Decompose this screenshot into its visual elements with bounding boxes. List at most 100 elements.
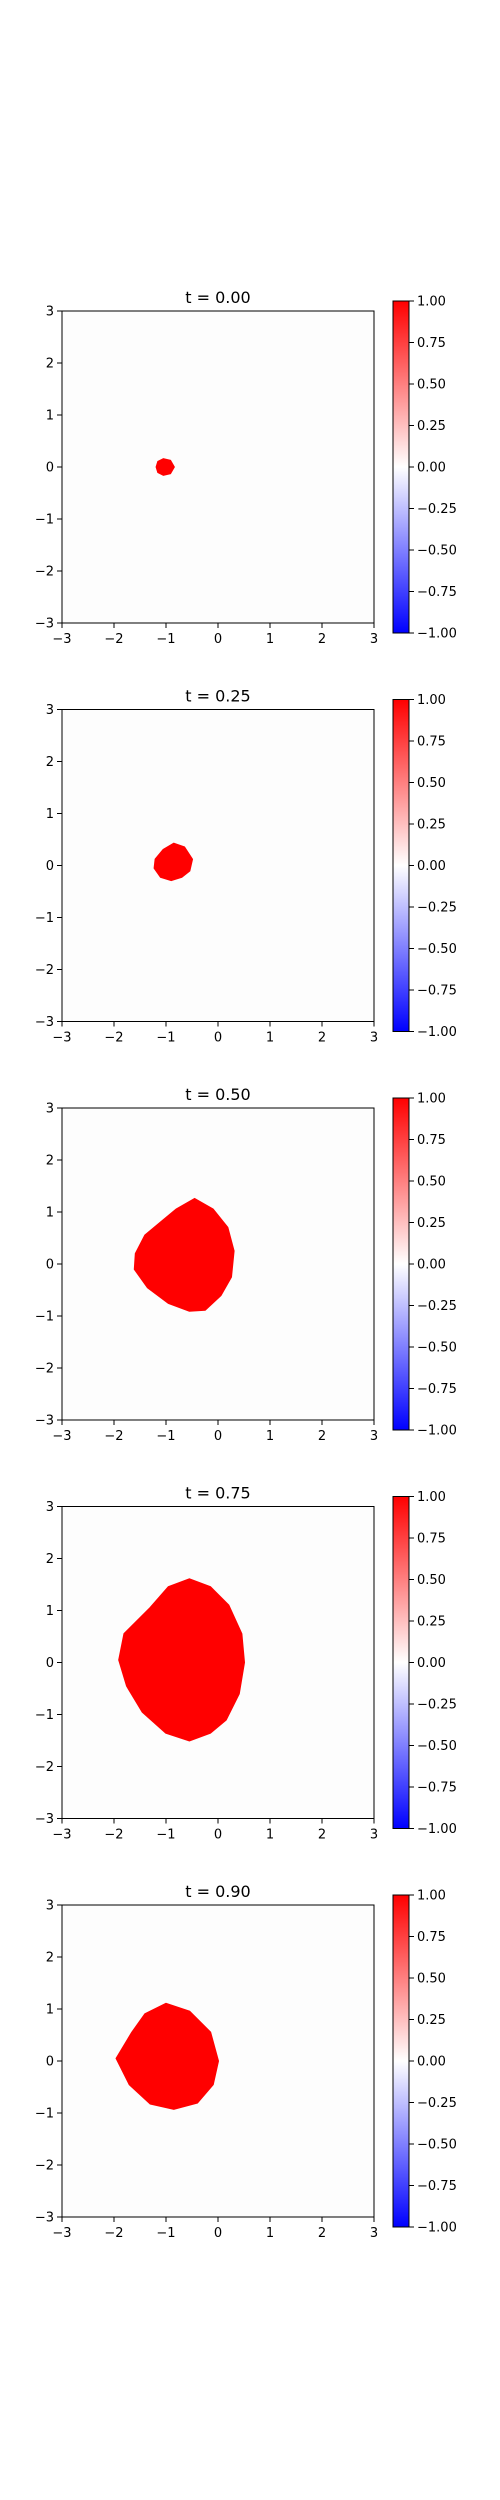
colorbar-tick-label: −0.25 — [417, 2096, 457, 2111]
colorbar-tick-label: −0.25 — [417, 1698, 457, 1713]
colorbar-tick-label: 0.75 — [417, 1133, 446, 1148]
colorbar-tick-label: −1.00 — [417, 1025, 457, 1040]
x-tick-label: 1 — [266, 1828, 274, 1843]
subplot-title: t = 0.90 — [185, 1882, 250, 1901]
colorbar-tick-label: −0.50 — [417, 1341, 457, 1356]
heatmap-background — [62, 311, 374, 623]
heatmap-region — [118, 1578, 246, 1742]
y-tick-label: 1 — [46, 807, 54, 822]
subplot-4: t = 0.90 −3 −2 −1 0 1 2 3 −3 −2 −1 0 1 2 3 1.00 0.75 0.50… — [35, 1882, 457, 2241]
y-tick-label: −1 — [35, 513, 54, 528]
subplot-title: t = 0.00 — [185, 288, 250, 307]
y-tick-label: −2 — [35, 2159, 54, 2174]
colorbar — [392, 1097, 410, 1431]
colorbar — [392, 1894, 410, 2228]
colorbar-tick-label: 0.50 — [417, 776, 446, 791]
colorbar-tick-label: 0.50 — [417, 378, 446, 393]
colorbar-tick-label: −1.00 — [417, 2221, 457, 2236]
y-tick-label: 3 — [46, 1500, 54, 1515]
subplot-title: t = 0.50 — [185, 1085, 250, 1104]
colorbar-tick-label: 1.00 — [417, 1092, 446, 1107]
subplot-title: t = 0.25 — [185, 687, 250, 706]
colorbar-tick-label: 0.75 — [417, 336, 446, 351]
y-tick-label: −1 — [35, 2107, 54, 2122]
y-tick-label: −3 — [35, 2211, 54, 2226]
x-tick-label: 1 — [266, 1429, 274, 1444]
x-tick-label: −3 — [52, 632, 71, 647]
colorbar-tick-label: 0.50 — [417, 1972, 446, 1987]
x-tick-label: 2 — [318, 2226, 326, 2241]
colorbar-tick-label: −0.50 — [417, 942, 457, 957]
x-tick-label: −1 — [156, 632, 175, 647]
x-tick-label: 0 — [214, 1031, 222, 1046]
x-tick-label: −2 — [104, 632, 123, 647]
heatmap-region — [153, 842, 194, 882]
y-tick-label: −2 — [35, 1362, 54, 1377]
colorbar-tick-label: 0.00 — [417, 461, 446, 476]
colorbar-tick-label: 0.00 — [417, 859, 446, 874]
y-tick-label: 2 — [46, 1552, 54, 1567]
y-tick-label: 0 — [46, 461, 54, 476]
x-tick-label: 1 — [266, 632, 274, 647]
colorbar — [392, 1496, 410, 1829]
heatmap-region — [133, 1197, 235, 1312]
subplot-1: t = 0.25 −3 −2 −1 0 1 2 3 −3 −2 −1 0 1 2 3 1.00 0.75 0.50… — [35, 687, 457, 1046]
colorbar-tick-label: 0.25 — [417, 1216, 446, 1231]
y-tick-label: −1 — [35, 911, 54, 926]
colorbar-tick-label: 0.75 — [417, 735, 446, 750]
subplot-0: t = 0.00 −3 −2 −1 0 1 2 3 −3 −2 −1 0 1 2 3 1.00 0.75 0.50… — [35, 288, 457, 647]
colorbar-tick-label: 1.00 — [417, 295, 446, 310]
x-tick-label: −3 — [52, 1429, 71, 1444]
x-tick-label: −1 — [156, 2226, 175, 2241]
y-tick-label: 3 — [46, 1102, 54, 1117]
heatmap-region — [115, 2002, 220, 2110]
subplot-3: t = 0.75 −3 −2 −1 0 1 2 3 −3 −2 −1 0 1 2 3 1.00 0.75 0.50… — [35, 1484, 457, 1843]
colorbar-tick-label: −0.75 — [417, 585, 457, 600]
colorbar-tick-label: 0.75 — [417, 1532, 446, 1547]
colorbar-tick-label: 0.50 — [417, 1573, 446, 1588]
x-tick-label: 0 — [214, 1429, 222, 1444]
x-tick-label: −2 — [104, 1828, 123, 1843]
y-tick-label: 3 — [46, 703, 54, 718]
colorbar-tick-label: −0.75 — [417, 984, 457, 999]
colorbar-tick-label: 1.00 — [417, 1490, 446, 1505]
y-tick-label: 3 — [46, 305, 54, 320]
x-tick-label: 1 — [266, 1031, 274, 1046]
colorbar-tick-label: −0.75 — [417, 2179, 457, 2194]
heatmap-background — [62, 709, 374, 1022]
y-tick-label: −3 — [35, 1414, 54, 1429]
y-tick-label: 0 — [46, 1258, 54, 1273]
y-tick-label: −3 — [35, 617, 54, 632]
colorbar-tick-label: −1.00 — [417, 1424, 457, 1439]
x-tick-label: −2 — [104, 1429, 123, 1444]
x-tick-label: 3 — [370, 632, 378, 647]
x-tick-label: −3 — [52, 2226, 71, 2241]
x-tick-label: −2 — [104, 2226, 123, 2241]
colorbar-tick-label: −0.25 — [417, 901, 457, 916]
x-tick-label: −1 — [156, 1031, 175, 1046]
y-tick-label: −2 — [35, 963, 54, 978]
y-tick-label: 0 — [46, 859, 54, 874]
colorbar-tick-label: −0.50 — [417, 2138, 457, 2153]
colorbar-tick-label: 0.50 — [417, 1175, 446, 1190]
heatmap-region — [155, 458, 175, 476]
y-tick-label: 0 — [46, 1656, 54, 1671]
y-tick-label: −2 — [35, 1760, 54, 1775]
y-tick-label: 2 — [46, 357, 54, 372]
subplot-2: t = 0.50 −3 −2 −1 0 1 2 3 −3 −2 −1 0 1 2 3 1.00 0.75 0.50… — [35, 1085, 457, 1444]
subplots-container: t = 0.00 −3 −2 −1 0 1 2 3 −3 −2 −1 0 1 2 3 1.00 0.75 0.50… — [35, 288, 457, 2241]
colorbar-tick-label: −0.25 — [417, 502, 457, 517]
colorbar-tick-label: −0.25 — [417, 1299, 457, 1314]
y-tick-label: −1 — [35, 1708, 54, 1723]
x-tick-label: 0 — [214, 632, 222, 647]
colorbar-tick-label: 0.25 — [417, 2013, 446, 2028]
y-tick-label: 2 — [46, 1951, 54, 1966]
x-tick-label: 3 — [370, 1828, 378, 1843]
y-tick-label: 1 — [46, 2003, 54, 2018]
y-tick-label: 1 — [46, 409, 54, 424]
colorbar-tick-label: 0.25 — [417, 818, 446, 833]
y-tick-label: −3 — [35, 1015, 54, 1030]
x-tick-label: −2 — [104, 1031, 123, 1046]
x-tick-label: 2 — [318, 1031, 326, 1046]
